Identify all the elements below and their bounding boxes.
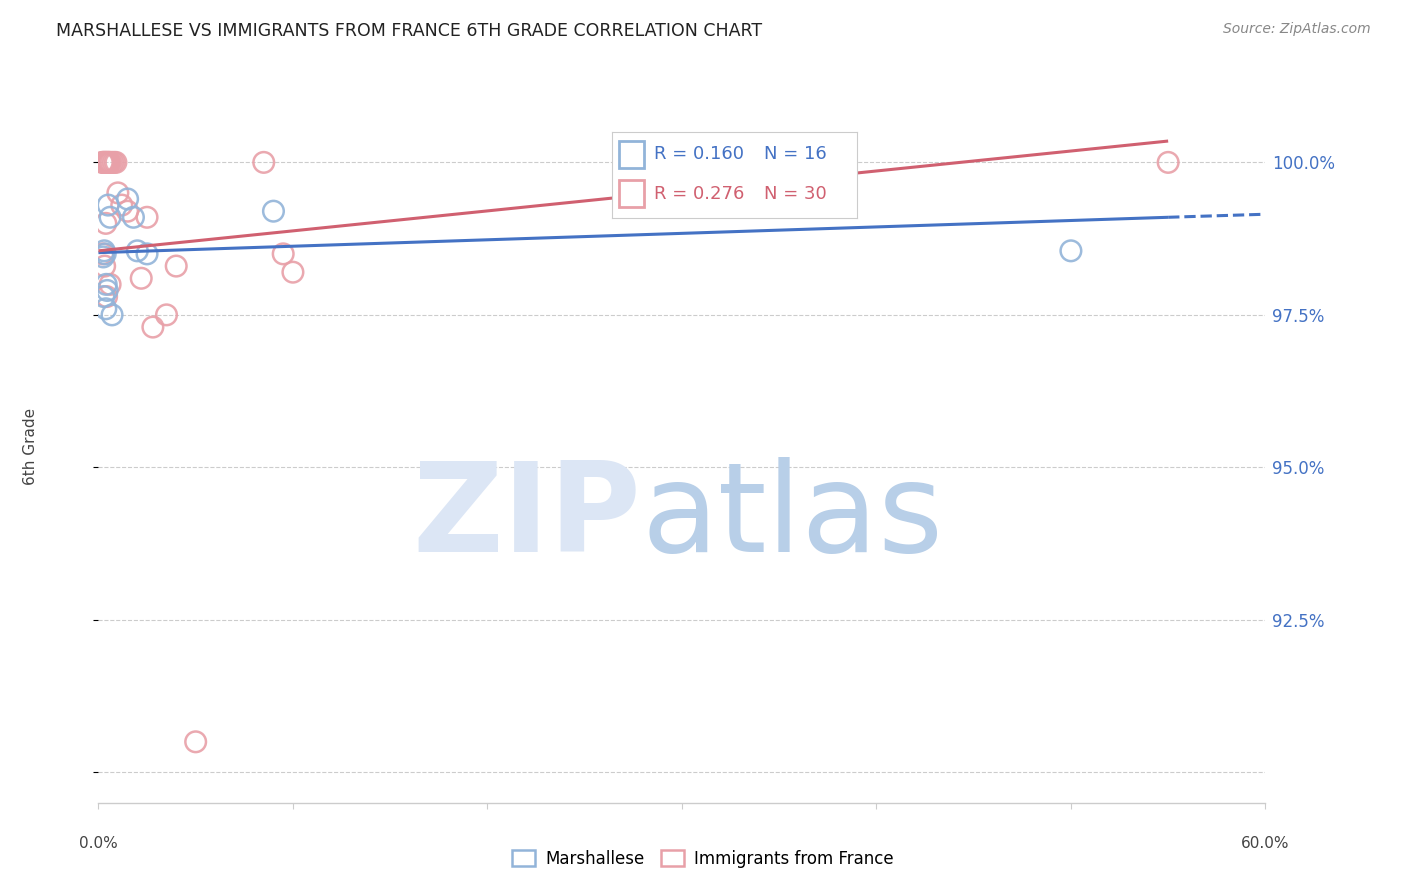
Point [94, 301, 117, 316]
Text: N = 16: N = 16 [763, 145, 827, 163]
Text: MARSHALLESE VS IMMIGRANTS FROM FRANCE 6TH GRADE CORRELATION CHART: MARSHALLESE VS IMMIGRANTS FROM FRANCE 6T… [56, 22, 762, 40]
Point [93, 244, 115, 258]
Point [97, 198, 120, 212]
Text: R = 0.276: R = 0.276 [654, 185, 744, 202]
Point [97, 155, 120, 169]
Legend: Marshallese, Immigrants from France: Marshallese, Immigrants from France [505, 844, 901, 875]
Text: R = 0.160: R = 0.160 [654, 145, 744, 163]
Point [93, 289, 115, 303]
Point [184, 735, 207, 749]
Point [122, 211, 145, 225]
Point [94, 155, 117, 169]
Point [98, 155, 121, 169]
Point [103, 155, 125, 169]
Point [127, 244, 149, 258]
Point [96, 289, 118, 303]
Point [104, 155, 127, 169]
Point [155, 308, 177, 322]
Point [96, 284, 118, 298]
Text: Source: ZipAtlas.com: Source: ZipAtlas.com [1223, 22, 1371, 37]
Point [142, 320, 165, 334]
Text: 0.0%: 0.0% [79, 837, 118, 851]
Text: 60.0%: 60.0% [1241, 837, 1289, 851]
Point [281, 265, 304, 279]
Point [111, 198, 134, 212]
Point [165, 259, 187, 273]
Point [136, 247, 159, 261]
Point [117, 204, 139, 219]
Point [136, 211, 159, 225]
FancyBboxPatch shape [619, 180, 644, 207]
Point [94, 216, 117, 230]
Text: atlas: atlas [641, 457, 943, 578]
Point [101, 308, 124, 322]
Point [98, 155, 121, 169]
Point [1060, 244, 1083, 258]
Point [91, 250, 114, 264]
Point [96, 277, 118, 292]
FancyBboxPatch shape [619, 141, 644, 168]
Point [91, 155, 114, 169]
Text: 6th Grade: 6th Grade [22, 408, 38, 484]
Point [91, 155, 114, 169]
Point [262, 204, 284, 219]
Point [107, 186, 129, 200]
Point [93, 155, 115, 169]
Point [1157, 155, 1180, 169]
Point [117, 192, 139, 206]
Point [98, 211, 121, 225]
Point [94, 247, 117, 261]
Point [271, 247, 294, 261]
Point [101, 155, 124, 169]
Point [129, 271, 152, 285]
Point [96, 155, 118, 169]
Point [93, 259, 115, 273]
Point [253, 155, 276, 169]
Point [96, 155, 118, 169]
Point [91, 247, 114, 261]
Text: N = 30: N = 30 [763, 185, 827, 202]
Point [98, 277, 121, 292]
Text: ZIP: ZIP [412, 457, 641, 578]
